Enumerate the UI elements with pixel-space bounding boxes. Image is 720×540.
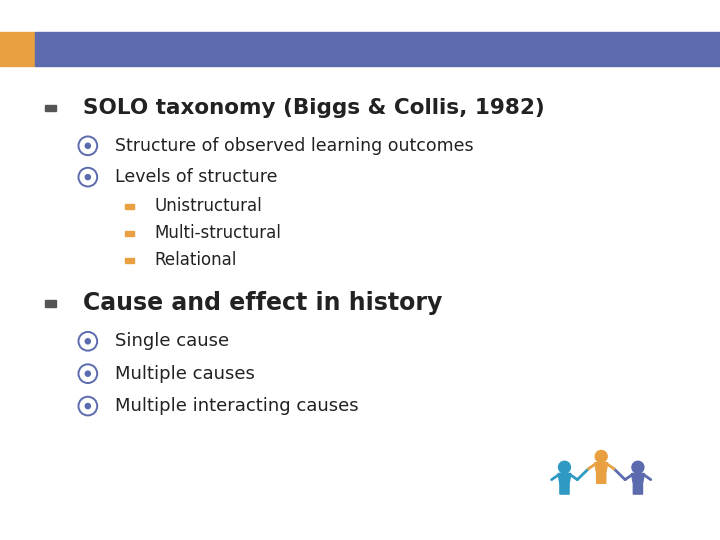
Text: Relational: Relational <box>155 251 237 269</box>
Ellipse shape <box>84 143 91 149</box>
Polygon shape <box>595 463 608 483</box>
Bar <box>125 231 134 235</box>
Ellipse shape <box>84 403 91 409</box>
Ellipse shape <box>84 174 91 180</box>
Text: Structure of observed learning outcomes: Structure of observed learning outcomes <box>115 137 474 155</box>
Bar <box>0 32 35 66</box>
Ellipse shape <box>559 461 570 473</box>
Bar <box>125 258 134 262</box>
Text: Unistructural: Unistructural <box>155 197 263 215</box>
Ellipse shape <box>84 338 91 345</box>
Ellipse shape <box>595 450 607 462</box>
Text: Multiple interacting causes: Multiple interacting causes <box>115 397 359 415</box>
Text: Multiple causes: Multiple causes <box>115 364 255 383</box>
Bar <box>45 105 56 111</box>
Text: SOLO taxonomy (Biggs & Collis, 1982): SOLO taxonomy (Biggs & Collis, 1982) <box>83 98 544 118</box>
Polygon shape <box>558 474 571 494</box>
Text: Single cause: Single cause <box>115 332 230 350</box>
Bar <box>45 300 56 307</box>
Text: Cause and effect in history: Cause and effect in history <box>83 292 442 315</box>
Text: Levels of structure: Levels of structure <box>115 168 278 186</box>
Text: Multi-structural: Multi-structural <box>155 224 282 242</box>
Ellipse shape <box>632 461 644 473</box>
Bar <box>35 32 720 66</box>
Polygon shape <box>631 474 644 494</box>
Ellipse shape <box>84 370 91 377</box>
Bar <box>125 204 134 208</box>
